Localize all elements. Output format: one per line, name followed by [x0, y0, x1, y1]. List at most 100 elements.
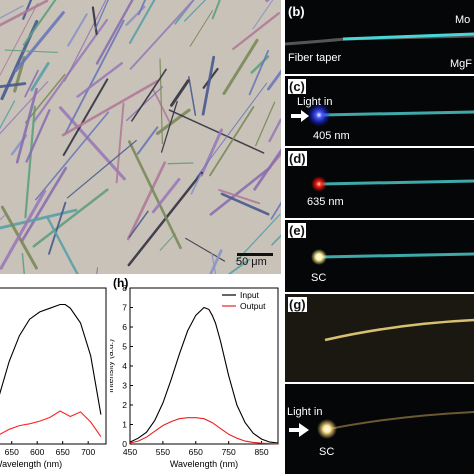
nanowire-g-top: [324, 318, 474, 342]
nanowire: [66, 139, 137, 199]
micrograph-panel-a: 50 μm: [0, 0, 281, 274]
light-in-label-c: Light in: [297, 96, 333, 108]
y-tick-label: 5: [122, 342, 127, 352]
nanowire: [0, 3, 39, 77]
panel-c-image: [291, 103, 474, 127]
nanowire: [188, 76, 197, 116]
nanowire-c: [320, 110, 474, 117]
nanowire: [252, 0, 274, 30]
nanowire-g-bottom: [328, 411, 474, 430]
nanowire: [91, 6, 98, 36]
x-tick-label: 700: [81, 447, 95, 457]
nanowire: [24, 105, 36, 219]
nanowire: [136, 126, 159, 155]
nanowire: [211, 0, 221, 20]
nanowire: [255, 101, 276, 147]
y-tick-label: 8: [122, 283, 127, 293]
nanowire: [155, 108, 191, 136]
nanowire: [232, 12, 281, 51]
light-in-arrow: [291, 110, 309, 122]
nanowire: [248, 50, 270, 96]
nanowire: [76, 62, 123, 98]
nanowire: [131, 68, 167, 122]
nanowire: [0, 0, 49, 27]
panel-e: (e) SC: [285, 220, 474, 292]
wavelength-label-d: 635 nm: [307, 196, 344, 208]
series-line-0: [129, 306, 279, 444]
scale-bar-label: 50 μm: [236, 256, 267, 268]
nanowire: [126, 161, 167, 241]
panel-g: (g) Light in SC: [285, 294, 474, 474]
spectrum-chart-h-svg: 450 550 650 750 850 0 1 2 3 4 5 6 7 8 Wavelength (nm) I…: [110, 276, 279, 469]
nanowire: [58, 106, 126, 181]
nanowire-micrograph: [0, 0, 281, 274]
nanowire: [211, 252, 217, 274]
nanowire: [126, 86, 164, 122]
legend-label: Output: [240, 301, 266, 311]
nanowire-b: [342, 32, 474, 41]
nanowire: [189, 10, 213, 47]
nanowire: [21, 253, 26, 274]
plot-frame: [0, 287, 107, 445]
nanowire: [159, 233, 176, 251]
nanowire: [268, 118, 281, 143]
panel-c: (c) Light in 405 nm: [285, 76, 474, 146]
panel-d: (d) 635 nm: [285, 148, 474, 218]
nanowire: [0, 80, 49, 135]
nanowire: [0, 82, 27, 89]
nanowire: [209, 106, 255, 177]
panel-b-image: [285, 32, 474, 46]
x-axis-label: Wavelength (nm): [0, 459, 62, 469]
nanowire-d: [320, 179, 474, 186]
spectrum-chart-left-svg: 650 600 650 700 Wavelength (nm): [0, 287, 107, 469]
nanowire: [174, 0, 195, 25]
supercontinuum-spot: [311, 249, 327, 265]
nanowire: [34, 111, 110, 201]
panel-d-image: [311, 176, 474, 192]
x-tick-label: 850: [254, 447, 268, 457]
source-label-g: SC: [319, 446, 335, 458]
nanowire: [46, 216, 79, 274]
nanowire: [94, 0, 109, 30]
nanowire: [151, 177, 181, 214]
nanowire: [160, 100, 178, 153]
spectrum-chart-left: 650 600 650 700 Wavelength (nm): [0, 276, 110, 474]
nanowire: [24, 69, 39, 98]
y-tick-label: 7: [122, 303, 127, 313]
nanowire: [167, 162, 194, 165]
nanowire: [200, 128, 223, 177]
y-tick-label: 2: [122, 400, 127, 410]
y-tick-label: 0: [122, 439, 127, 449]
nanowire: [22, 0, 57, 46]
nanowire: [0, 5, 24, 19]
x-tick-label: 450: [123, 447, 137, 457]
nanowire: [15, 87, 38, 164]
panel-b-label: (b): [288, 4, 305, 19]
x-tick-label: 650: [189, 447, 203, 457]
nanowire: [170, 79, 190, 107]
panel-divider: [285, 382, 474, 384]
nanowire: [14, 11, 65, 72]
nanowire: [0, 189, 47, 270]
y-tick-label: 6: [122, 322, 127, 332]
nanowire: [128, 210, 149, 238]
nanowire: [62, 78, 109, 156]
right-label-bottom: MgF: [450, 58, 472, 70]
supercontinuum-spot-g: [317, 419, 337, 439]
nanowire: [0, 100, 16, 130]
blue-light-spot: [307, 103, 331, 127]
nanowire: [227, 258, 251, 274]
right-label-top: Mo: [455, 14, 471, 26]
panel-e-image: [311, 249, 474, 265]
nanowire: [201, 55, 216, 116]
nanowire: [61, 79, 160, 137]
legend-label: Input: [240, 290, 260, 300]
plot-frame: [129, 287, 279, 445]
light-in-arrow-g: [289, 423, 309, 437]
y-tick-label: 1: [122, 420, 127, 430]
nanowire: [196, 82, 268, 178]
nanowire: [128, 0, 156, 44]
y-axis-label: Intensity (a.u.): [110, 339, 115, 393]
panel-g-label: (g): [288, 297, 307, 312]
nanowire: [0, 208, 78, 230]
